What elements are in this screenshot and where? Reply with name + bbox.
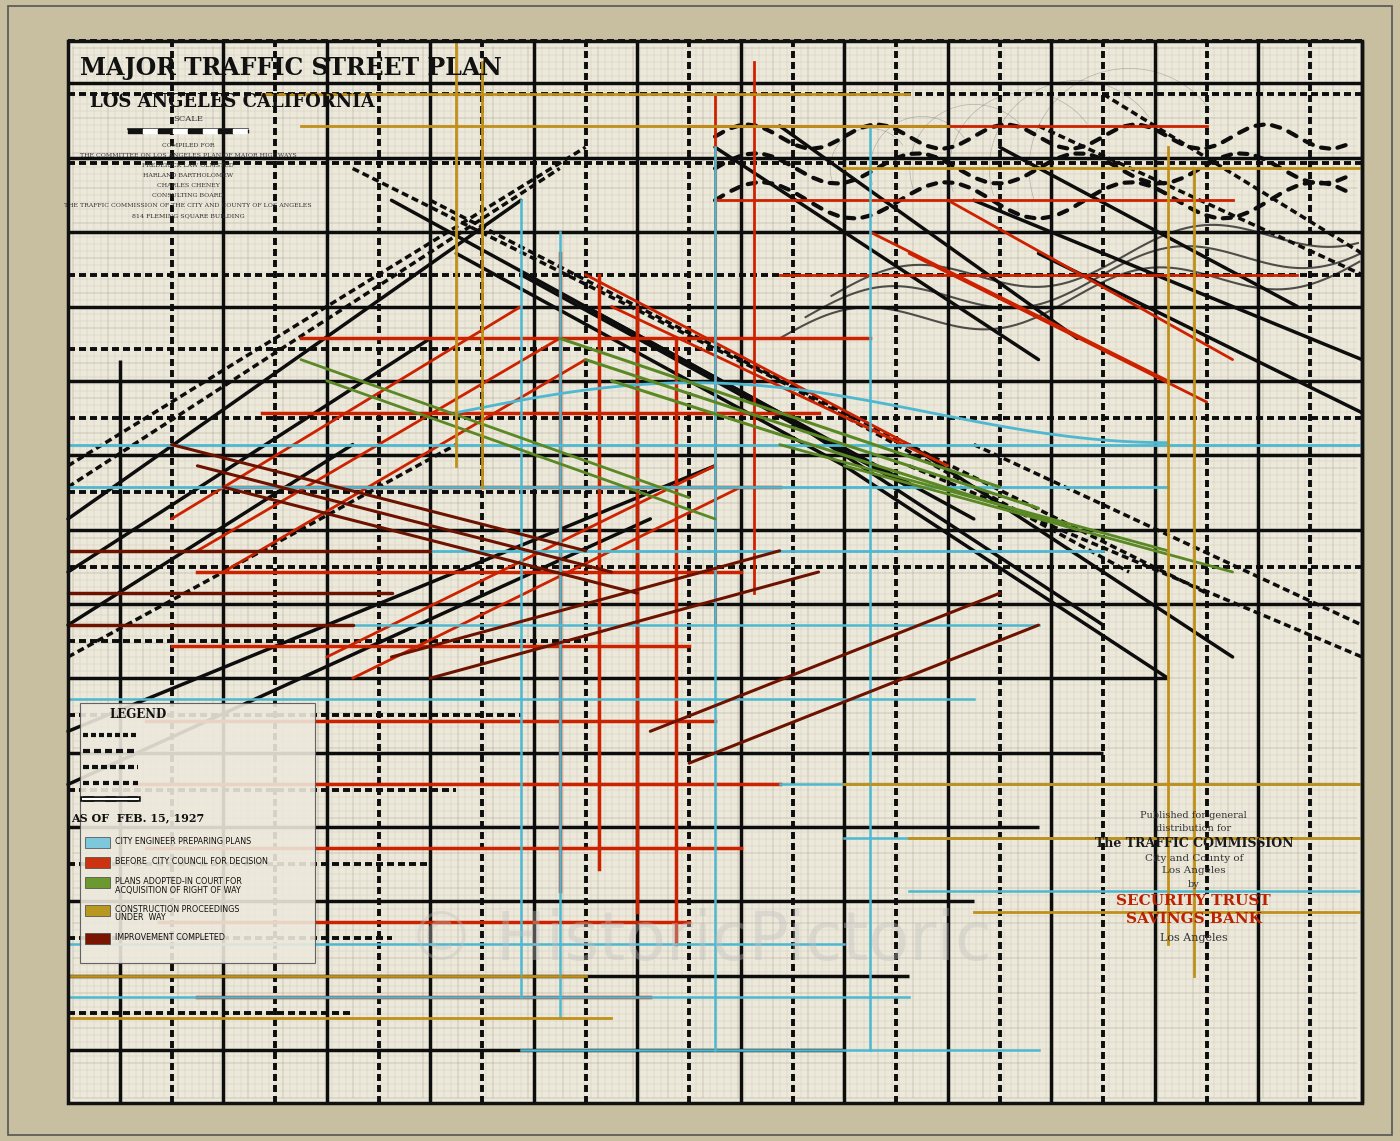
Text: CONSULTING BOARD: CONSULTING BOARD xyxy=(153,193,224,199)
Bar xyxy=(85,905,111,916)
Text: The TRAFFIC COMMISSION: The TRAFFIC COMMISSION xyxy=(1095,837,1294,850)
Bar xyxy=(85,933,111,944)
Text: ACQUISITION OF RIGHT OF WAY: ACQUISITION OF RIGHT OF WAY xyxy=(115,885,241,895)
Text: 814 FLEMING SQUARE BUILDING: 814 FLEMING SQUARE BUILDING xyxy=(132,213,245,218)
Text: SECURITY TRUST: SECURITY TRUST xyxy=(1116,895,1271,908)
Text: SCALE: SCALE xyxy=(174,115,203,123)
Text: Published for general: Published for general xyxy=(1141,811,1247,820)
Text: COMPILED FOR: COMPILED FOR xyxy=(162,143,214,148)
Text: distribution for: distribution for xyxy=(1156,824,1232,833)
Text: BEFORE  CITY COUNCIL FOR DECISION: BEFORE CITY COUNCIL FOR DECISION xyxy=(115,857,267,866)
Text: UNDER  WAY: UNDER WAY xyxy=(115,914,165,923)
Text: City and County of: City and County of xyxy=(1145,853,1243,863)
Text: Los Angeles: Los Angeles xyxy=(1161,933,1228,942)
Text: by: by xyxy=(1189,880,1200,889)
Bar xyxy=(80,703,315,963)
Text: FREDERICK LAW OLMSTED: FREDERICK LAW OLMSTED xyxy=(143,163,234,168)
Bar xyxy=(85,877,111,888)
Text: LOS ANGELES CALIFORNIA: LOS ANGELES CALIFORNIA xyxy=(90,94,375,111)
Bar xyxy=(85,837,111,848)
Text: THE COMMITTEE ON LOS ANGELES PLAN OF MAJOR HIGHWAYS: THE COMMITTEE ON LOS ANGELES PLAN OF MAJ… xyxy=(80,153,297,157)
Text: MAJOR TRAFFIC STREET PLAN: MAJOR TRAFFIC STREET PLAN xyxy=(80,56,501,80)
Text: PLANS ADOPTED-IN COURT FOR: PLANS ADOPTED-IN COURT FOR xyxy=(115,876,242,885)
Text: IMPROVEMENT COMPLETED: IMPROVEMENT COMPLETED xyxy=(115,932,225,941)
Text: CONSTRUCTION PROCEEDINGS: CONSTRUCTION PROCEEDINGS xyxy=(115,905,239,914)
Text: Los Angeles: Los Angeles xyxy=(1162,866,1225,875)
Text: CHARLES CHENEY: CHARLES CHENEY xyxy=(157,183,220,188)
Text: CITY ENGINEER PREPARING PLANS: CITY ENGINEER PREPARING PLANS xyxy=(115,836,251,845)
Text: HARLAND BARTHOLOMEW: HARLAND BARTHOLOMEW xyxy=(143,173,232,178)
Text: LEGEND: LEGEND xyxy=(109,709,167,721)
Text: © HistoricPictoric: © HistoricPictoric xyxy=(409,908,991,974)
Text: SAVINGS BANK: SAVINGS BANK xyxy=(1126,912,1261,926)
Text: THE TRAFFIC COMMISSION OF THE CITY AND COUNTY OF LOS ANGELES: THE TRAFFIC COMMISSION OF THE CITY AND C… xyxy=(64,203,312,208)
Text: AS OF  FEB. 15, 1927: AS OF FEB. 15, 1927 xyxy=(71,812,204,823)
Bar xyxy=(85,857,111,868)
